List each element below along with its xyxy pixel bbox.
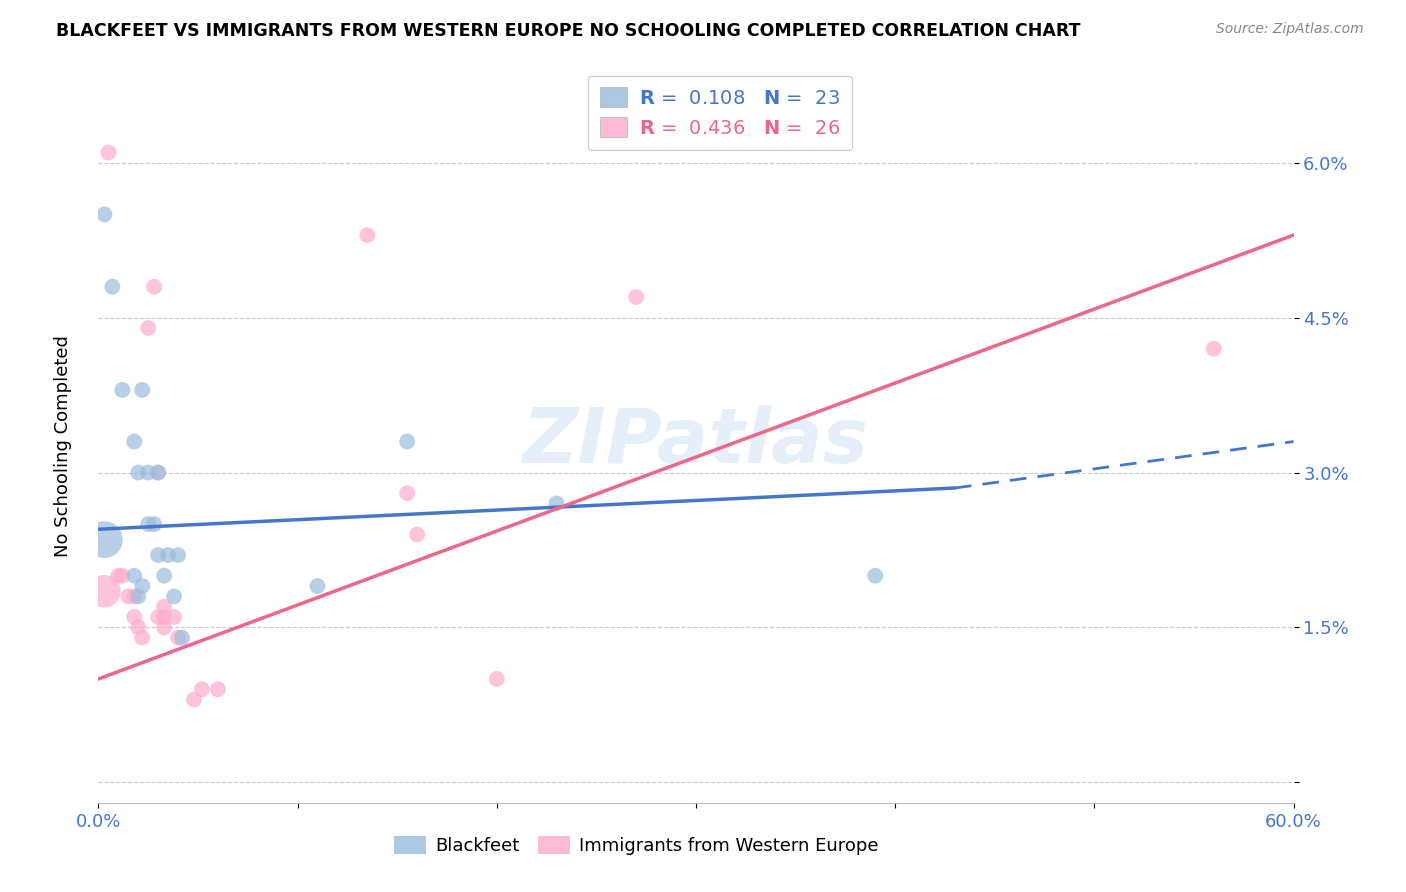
Point (127, 590, 149, 604)
Point (172, 631, 194, 645)
Point (136, 466, 159, 480)
Point (127, 620, 149, 634)
Point (111, 383, 134, 397)
Text: No Schooling Completed: No Schooling Completed (55, 335, 72, 557)
Point (107, 568, 129, 582)
Point (148, 610, 170, 624)
Point (93, 584, 115, 599)
Point (131, 383, 153, 397)
Point (183, 692, 205, 706)
Point (626, 290, 648, 304)
Point (167, 631, 190, 645)
Point (157, 548, 180, 562)
Point (124, 434, 146, 449)
Point (485, 672, 508, 686)
Point (153, 599, 176, 614)
Text: ZIPatlas: ZIPatlas (523, 405, 869, 478)
Point (163, 610, 186, 624)
Point (207, 682, 229, 697)
Point (148, 548, 170, 562)
Point (153, 568, 176, 582)
Point (148, 466, 170, 480)
Point (101, 279, 124, 293)
Point (191, 682, 214, 697)
Point (865, 568, 887, 582)
Point (93, 533, 115, 547)
Point (136, 517, 159, 532)
Point (546, 496, 568, 510)
Point (127, 466, 149, 480)
Point (143, 279, 166, 293)
Text: BLACKFEET VS IMMIGRANTS FROM WESTERN EUROPE NO SCHOOLING COMPLETED CORRELATION C: BLACKFEET VS IMMIGRANTS FROM WESTERN EUR… (56, 22, 1081, 40)
Point (396, 434, 419, 449)
Point (117, 590, 139, 604)
Point (131, 579, 153, 593)
Point (307, 579, 329, 593)
Legend: Blackfeet, Immigrants from Western Europe: Blackfeet, Immigrants from Western Europ… (387, 829, 886, 863)
Point (131, 631, 153, 645)
Point (167, 548, 190, 562)
Point (143, 517, 166, 532)
Point (163, 590, 186, 604)
Point (406, 527, 429, 541)
Point (153, 610, 176, 624)
Point (148, 466, 170, 480)
Point (124, 568, 146, 582)
Point (93, 207, 115, 221)
Point (1202, 342, 1225, 356)
Point (111, 568, 134, 582)
Point (153, 620, 176, 634)
Text: Source: ZipAtlas.com: Source: ZipAtlas.com (1216, 22, 1364, 37)
Point (356, 228, 378, 243)
Point (396, 486, 419, 500)
Point (136, 321, 159, 335)
Point (97, 145, 120, 160)
Point (124, 590, 146, 604)
Point (124, 610, 146, 624)
